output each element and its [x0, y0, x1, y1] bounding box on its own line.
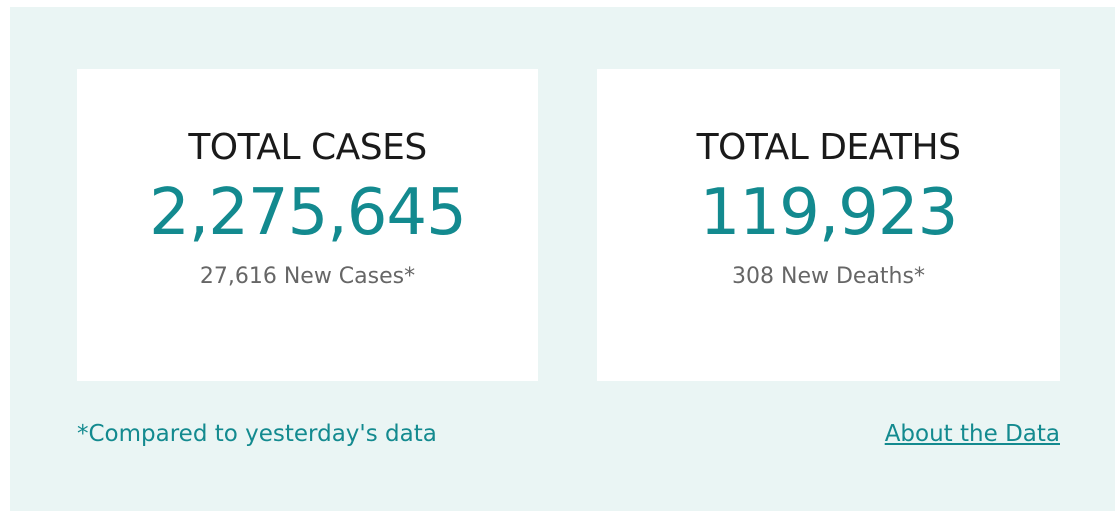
card-value: 119,923 — [699, 176, 959, 250]
card-title: TOTAL DEATHS — [696, 127, 961, 168]
card-title: TOTAL CASES — [188, 127, 427, 168]
card-subtitle: 27,616 New Cases* — [199, 264, 416, 289]
card-value: 2,275,645 — [149, 176, 467, 250]
card-subtitle: 308 New Deaths* — [732, 264, 925, 289]
cases-card: TOTAL CASES 2,275,645 27,616 New Cases* — [77, 69, 538, 381]
about-link[interactable]: About the Data — [884, 421, 1060, 447]
deaths-card: TOTAL DEATHS 119,923 308 New Deaths* — [597, 69, 1060, 381]
footnote: *Compared to yesterday's data — [77, 421, 437, 447]
panel: TOTAL CASES 2,275,645 27,616 New Cases* … — [10, 7, 1115, 511]
